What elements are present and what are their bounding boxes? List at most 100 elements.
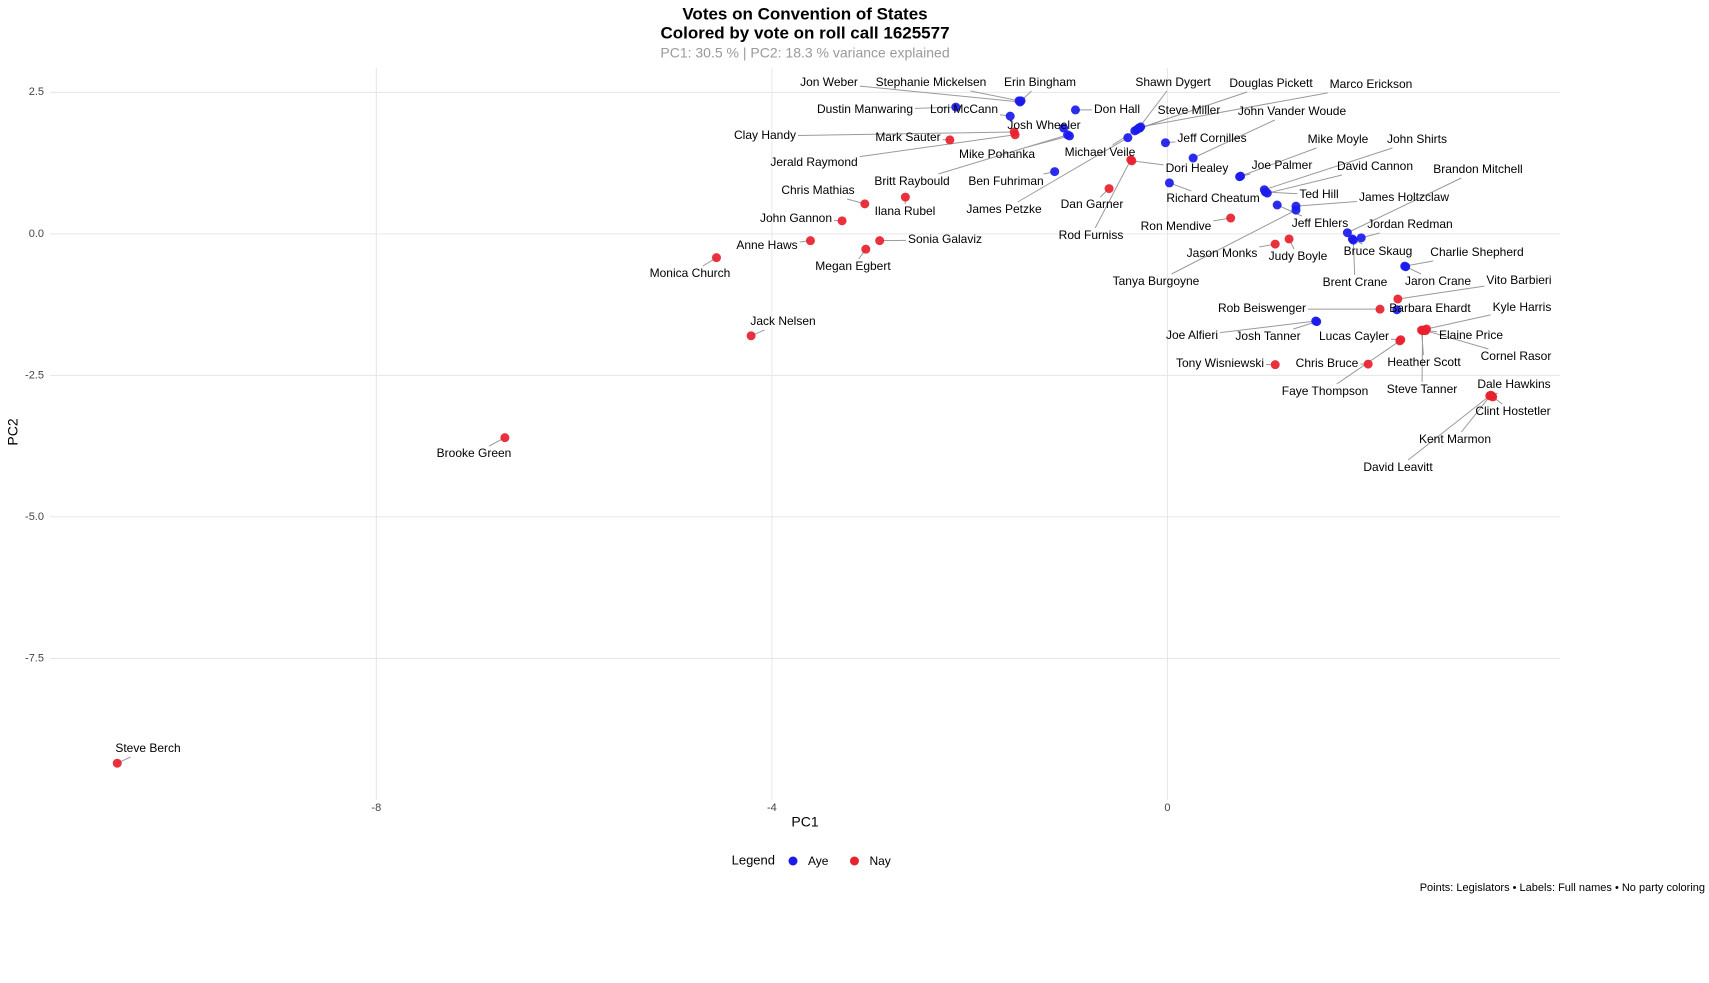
leader-line (1397, 285, 1485, 300)
point (1270, 360, 1280, 370)
point-label: Monica Church (650, 266, 731, 280)
point (1342, 228, 1352, 238)
leader-line (1425, 330, 1489, 350)
x-tick-label: -8 (371, 802, 381, 814)
point (1236, 171, 1246, 181)
point (500, 433, 510, 443)
point-label: Brandon Mitchell (1433, 162, 1522, 176)
point-label: Anne Haws (736, 238, 797, 252)
leader-line (1192, 119, 1276, 159)
point-label: Sonia Galaviz (908, 232, 982, 246)
chart-title: Votes on Convention of States (682, 4, 927, 23)
chart-title: Colored by vote on roll call 1625577 (660, 23, 949, 42)
points (112, 96, 1498, 768)
point-label: Mike Pohanka (959, 147, 1035, 161)
leader-line (1461, 394, 1492, 433)
point (112, 758, 122, 768)
point (1123, 133, 1133, 143)
point-label: Ilana Rubel (875, 204, 936, 218)
point (945, 135, 955, 145)
point (1485, 391, 1495, 401)
point-label: Stephanie Mickelsen (876, 75, 987, 89)
leader-line (1219, 320, 1316, 334)
point-label: Josh Wheeler (1007, 118, 1080, 132)
point (1104, 184, 1114, 194)
point-label: Shawn Dygert (1135, 75, 1211, 89)
point-label: Kent Marmon (1419, 432, 1491, 446)
point-label: Bruce Skaug (1344, 244, 1413, 258)
point (1291, 205, 1301, 215)
point-label: Jordan Redman (1367, 217, 1452, 231)
leader-line (1131, 160, 1164, 166)
legend-swatch (849, 856, 859, 866)
point-label: Jason Monks (1187, 246, 1258, 260)
point-label: Elaine Price (1439, 328, 1503, 342)
point-label: Chris Mathias (781, 183, 854, 197)
point-labels: Jon Weber Stephanie Mickelsen Erin Bingham… (115, 75, 1551, 755)
leader-line (1139, 91, 1248, 129)
point-label: Megan Egbert (815, 259, 891, 273)
point-label: Rod Furniss (1059, 228, 1124, 242)
leader-line (1352, 240, 1356, 276)
point (900, 192, 910, 202)
point-label: James Petzke (966, 202, 1042, 216)
legend: Legend Aye Nay (732, 852, 891, 868)
leader-line (1347, 177, 1462, 234)
point (1312, 317, 1322, 327)
point-label: Josh Tanner (1235, 329, 1300, 343)
point (1395, 336, 1405, 346)
leader-line (1017, 137, 1129, 203)
point-label: Chris Bruce (1296, 356, 1359, 370)
point (1127, 156, 1137, 166)
point (711, 253, 721, 263)
point-label: Douglas Pickett (1229, 76, 1313, 90)
point (1418, 326, 1428, 336)
point-label: Joe Alfieri (1166, 328, 1218, 342)
point (875, 236, 885, 246)
point-label: Jon Weber (800, 75, 858, 89)
x-tick-label: -4 (767, 802, 777, 814)
leader-line (1295, 201, 1358, 207)
point (1016, 96, 1026, 106)
leader-line (1138, 90, 1168, 129)
point (1070, 105, 1080, 115)
y-tick-label: 0.0 (29, 228, 44, 240)
point (1260, 187, 1270, 197)
point (1356, 233, 1366, 243)
point-label: Ron Mendive (1141, 219, 1212, 233)
point-label: Richard Cheatum (1166, 191, 1259, 205)
point-label: Mark Sauter (875, 130, 940, 144)
leader-line (970, 90, 1020, 102)
chart-subtitle: PC1: 30.5 % | PC2: 18.3 % variance expla… (660, 45, 949, 61)
point-label: Erin Bingham (1004, 75, 1076, 89)
point (1393, 294, 1403, 304)
point (1226, 213, 1236, 223)
x-axis-label: PC1 (791, 814, 818, 830)
point (837, 216, 847, 226)
point-label: Heather Scott (1387, 355, 1461, 369)
point-label: John Vander Woude (1238, 104, 1347, 118)
point-label: Joe Palmer (1252, 158, 1313, 172)
point-label: Judy Boyle (1269, 249, 1328, 263)
point (1059, 123, 1069, 133)
point-label: Vito Barbieri (1486, 273, 1551, 287)
point-label: Michael Veile (1065, 145, 1136, 159)
point (1272, 200, 1282, 210)
caption: Points: Legislators • Labels: Full names… (1420, 882, 1705, 894)
point-label: Dale Hawkins (1477, 377, 1550, 391)
point (861, 244, 871, 254)
leader-line (915, 106, 956, 109)
leader-line (1426, 314, 1491, 330)
leader-line (1240, 147, 1317, 177)
point-label: Clint Hostetler (1475, 404, 1550, 418)
leader-line (1407, 395, 1491, 461)
point (1050, 167, 1060, 177)
point-label: Steve Berch (115, 741, 180, 755)
leader-line (1264, 147, 1393, 191)
point-label: Tony Wisniewski (1176, 356, 1264, 370)
point-label: Barbara Ehardt (1389, 301, 1471, 315)
leader-line (859, 85, 1021, 103)
point (805, 236, 815, 246)
leader-line (1094, 159, 1132, 229)
